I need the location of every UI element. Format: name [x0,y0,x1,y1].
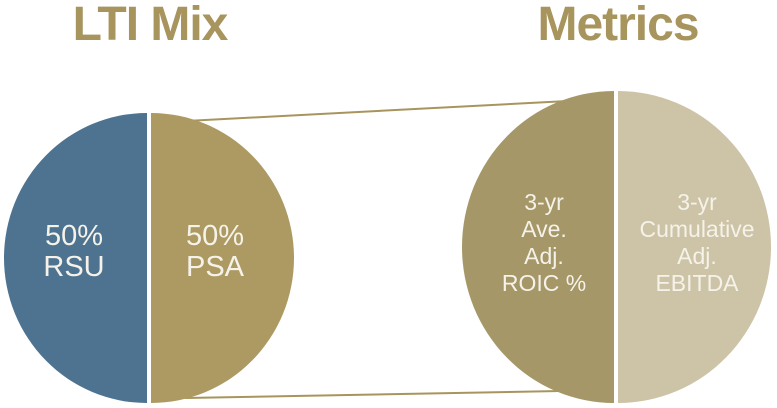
label-line: 3-yr [524,189,564,215]
connector-line-top [185,100,569,122]
ebitda-slice-label: 3-yr Cumulative Adj. EBITDA [627,189,767,297]
label-line: 50% [44,220,104,252]
label-line: RSU [43,251,105,283]
connector-line-bottom [184,390,561,399]
label-line: ROIC % [501,270,587,296]
label-line: 50% [185,220,245,252]
label-line: Cumulative [639,216,755,242]
rsu-slice-label: 50% RSU [15,221,133,283]
lti-mix-title: LTI Mix [72,0,229,51]
label-line: 3-yr [677,189,717,215]
roic-slice-label: 3-yr Ave. Adj. ROIC % [482,189,606,297]
psa-slice-label: 50% PSA [156,221,274,283]
metrics-title: Metrics [537,0,699,51]
label-line: Adj. [524,243,564,269]
label-line: Adj. [677,243,717,269]
label-line: EBITDA [655,270,739,296]
label-line: PSA [185,251,245,283]
label-line: Ave. [521,216,567,242]
